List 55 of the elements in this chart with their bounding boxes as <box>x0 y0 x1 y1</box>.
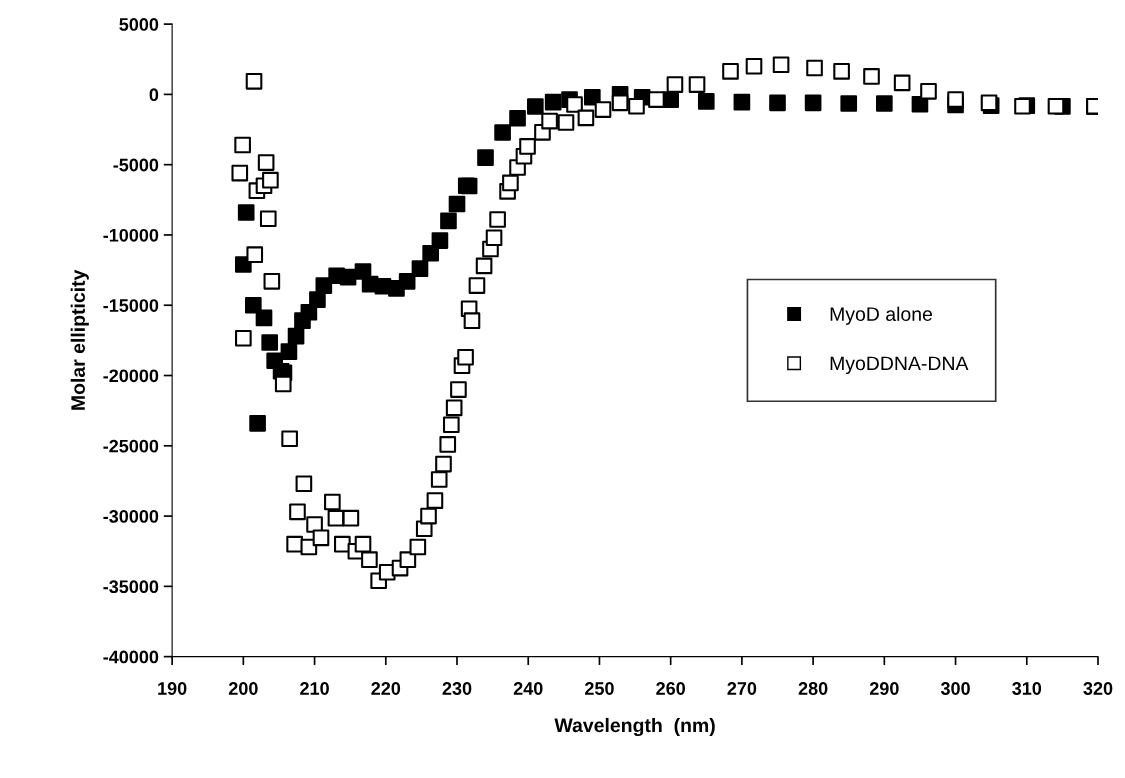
y-tick-label: -30000 <box>103 510 159 523</box>
x-tick-label: 210 <box>300 682 329 695</box>
x-tick-label: 280 <box>798 682 828 695</box>
x-axis-title: Wavelength (nm) <box>554 717 715 737</box>
point <box>280 343 298 360</box>
y-tick-label: -20000 <box>103 369 159 383</box>
point <box>411 260 429 278</box>
x-tick-label: 320 <box>1083 682 1113 695</box>
x-tick-label: 200 <box>228 682 258 695</box>
x-tick-label: 190 <box>158 682 187 695</box>
point <box>309 291 326 308</box>
x-tick-label: 270 <box>727 682 757 695</box>
point <box>527 98 544 115</box>
point <box>398 273 416 290</box>
point <box>255 309 273 327</box>
legend-label: MyoD alone <box>830 306 932 325</box>
y-tick-label: -25000 <box>103 439 159 453</box>
point <box>509 109 526 127</box>
point <box>840 95 858 112</box>
x-tick-label: 230 <box>442 682 472 695</box>
x-tick-label: 240 <box>513 682 543 695</box>
y-tick-label: -35000 <box>103 580 159 594</box>
point <box>287 327 305 345</box>
x-tick-label: 250 <box>585 682 614 695</box>
point <box>876 95 893 112</box>
point <box>804 94 822 112</box>
y-tick-label: -10000 <box>103 228 159 242</box>
y-axis-title: Molar ellipticity <box>70 269 89 410</box>
point <box>422 244 439 262</box>
x-tick-label: 300 <box>940 682 970 695</box>
x-tick-label: 260 <box>656 682 685 695</box>
x-tick-label: 220 <box>371 682 401 695</box>
point <box>431 232 449 249</box>
point <box>339 268 357 286</box>
point <box>249 414 266 432</box>
y-tick-label: -40000 <box>103 650 159 664</box>
point <box>697 93 715 110</box>
point <box>733 93 751 111</box>
y-tick-label: 5000 <box>119 18 159 31</box>
point <box>448 195 466 213</box>
y-tick-label: -15000 <box>103 299 159 312</box>
point <box>494 124 511 141</box>
point <box>237 204 255 221</box>
point <box>584 88 601 106</box>
point <box>544 93 562 111</box>
x-tick-label: 290 <box>869 682 899 695</box>
point <box>440 212 457 230</box>
point <box>261 334 279 351</box>
legend-label: MyoDDNA-DNA <box>830 356 969 375</box>
y-tick-label: -5000 <box>113 158 159 172</box>
point <box>477 149 494 166</box>
x-tick-label: 310 <box>1012 682 1042 695</box>
point <box>769 94 786 112</box>
point <box>244 296 262 314</box>
y-tick-label: 0 <box>149 88 159 102</box>
